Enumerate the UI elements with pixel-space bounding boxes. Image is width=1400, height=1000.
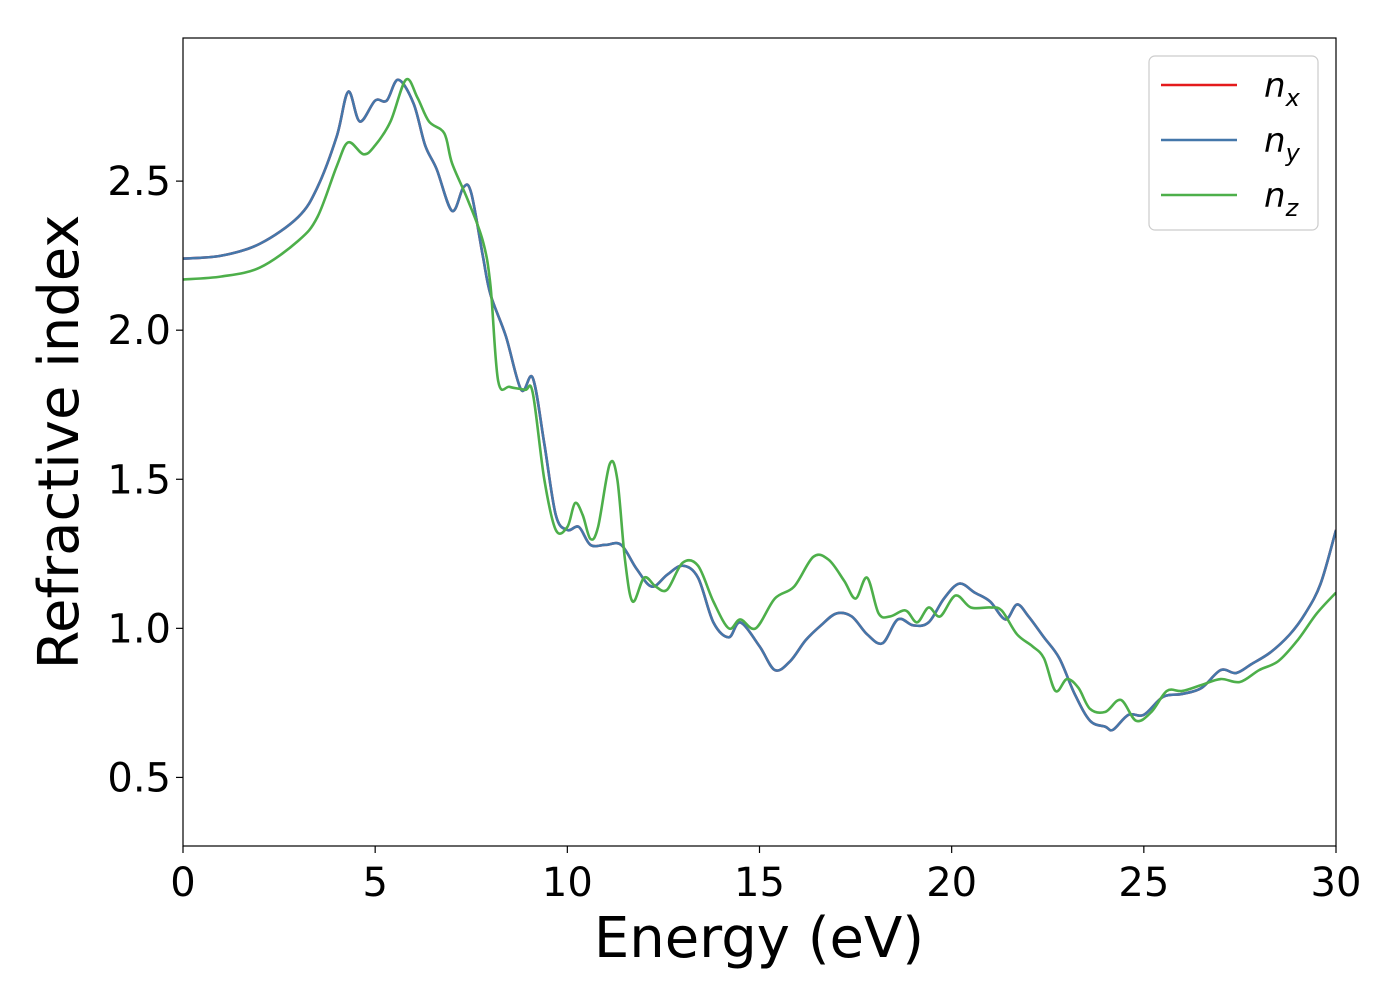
series-line-ny: [183, 78, 1336, 732]
y-tick-label: 1.5: [107, 457, 171, 503]
y-axis-ticks: 0.5 1.0 1.5 2.0 2.5: [107, 159, 183, 801]
x-tick-label: 30: [1311, 860, 1362, 906]
legend-box: [1148, 55, 1319, 231]
y-tick-label: 2.0: [107, 308, 171, 354]
legend-label-ny: ny: [1264, 121, 1301, 167]
x-axis-label: Energy (eV): [594, 906, 924, 971]
series-lines: [183, 77, 1336, 732]
x-tick-label: 10: [542, 860, 593, 906]
x-tick-label: 20: [926, 860, 977, 906]
y-tick-label: 1.0: [107, 606, 171, 652]
legend-label-nz: nz: [1264, 176, 1300, 222]
x-tick-label: 15: [734, 860, 785, 906]
x-tick-label: 0: [170, 860, 195, 906]
y-axis-label: Refractive index: [27, 215, 92, 670]
y-tick-label: 0.5: [107, 755, 171, 801]
x-axis-ticks: 0 5 10 15 20 25 30: [170, 846, 1361, 906]
legend: nx ny nz: [1148, 55, 1319, 231]
y-tick-label: 2.5: [107, 159, 171, 205]
legend-label-nx: nx: [1264, 66, 1301, 112]
series-line-nz: [183, 77, 1336, 723]
x-tick-label: 5: [362, 860, 387, 906]
x-tick-label: 25: [1118, 860, 1169, 906]
